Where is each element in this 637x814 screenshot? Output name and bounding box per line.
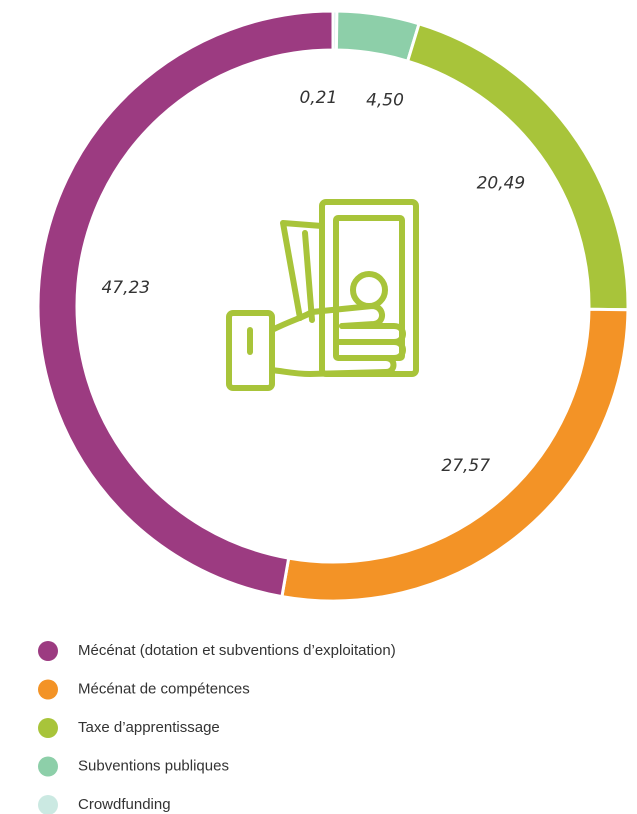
legend-label: Subventions publiques [78, 757, 229, 774]
data-label: 27,57 [441, 456, 490, 476]
legend-swatch [38, 718, 58, 738]
data-label: 47,23 [101, 278, 150, 298]
legend-swatch [38, 756, 58, 777]
legend-swatch [38, 679, 58, 700]
donut-segment [334, 9, 421, 64]
legend-label: Mécénat de compétences [78, 680, 250, 697]
legend-swatch [38, 795, 58, 814]
donut-segment [36, 9, 335, 599]
legend-swatch [38, 641, 58, 661]
donut-segment [405, 21, 630, 312]
data-label: 0,21 [299, 88, 337, 108]
legend-label: Mécénat (dotation et subventions d’explo… [78, 642, 396, 659]
legend-label: Taxe d’apprentissage [78, 719, 220, 736]
legend-label: Crowdfunding [78, 796, 171, 813]
data-label: 4,50 [366, 90, 404, 110]
data-label: 20,49 [477, 173, 526, 193]
money-hand-icon [226, 199, 419, 391]
